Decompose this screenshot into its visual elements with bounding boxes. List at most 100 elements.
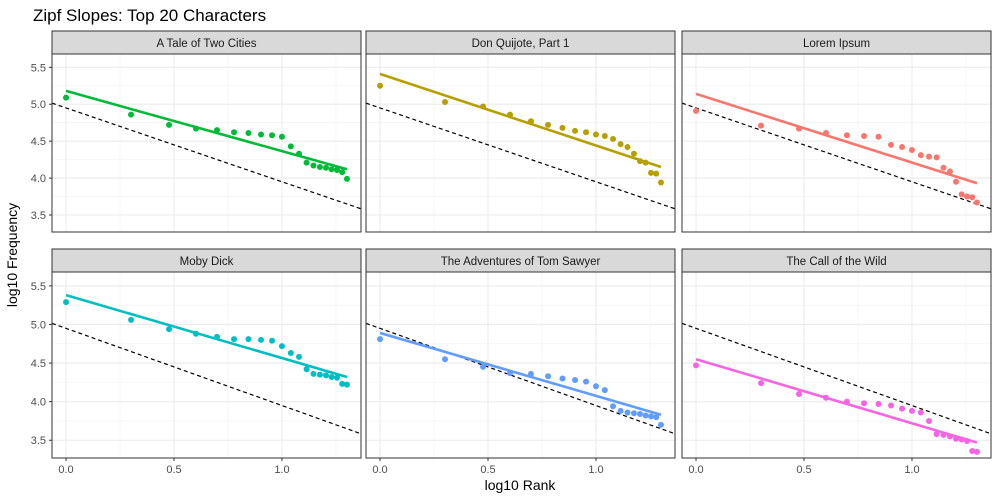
data-point (323, 164, 330, 171)
fit-line (379, 331, 662, 417)
data-point (610, 403, 617, 410)
data-point (278, 343, 285, 350)
panel-border (681, 53, 992, 233)
data-point (269, 337, 276, 344)
panel-contents (52, 54, 361, 232)
data-point (339, 169, 346, 176)
data-point (213, 127, 220, 134)
data-point (933, 154, 940, 161)
reference-dashed-line (366, 322, 675, 435)
data-point (323, 372, 330, 379)
data-point (545, 121, 552, 128)
data-point (527, 370, 534, 377)
data-point (946, 168, 953, 175)
data-point (940, 164, 947, 171)
data-point (480, 103, 487, 110)
data-point (303, 159, 310, 166)
x-tick-label: 0.0 (688, 464, 703, 476)
data-point (63, 94, 70, 101)
data-point (258, 336, 265, 343)
data-point (245, 130, 252, 137)
data-point (973, 448, 980, 455)
facet-panels: A Tale of Two Cities 3.5 4.0 4.5 5.0 5.5 Don Q… (31, 30, 992, 476)
reference-dashed-line (52, 102, 361, 210)
data-point (328, 373, 335, 380)
data-point (258, 131, 265, 138)
data-point (888, 141, 895, 148)
y-tick-label: 5.0 (31, 319, 46, 331)
data-point (601, 387, 608, 394)
data-point (624, 409, 631, 416)
y-tick-label: 3.5 (31, 210, 46, 222)
panel-contents (366, 272, 675, 458)
data-point (231, 129, 238, 136)
facet-panel: Don Quijote, Part 1 (365, 30, 676, 233)
data-point (796, 390, 803, 397)
data-point (166, 121, 173, 128)
panel-contents (366, 54, 675, 232)
data-point (908, 147, 915, 154)
data-point (823, 130, 830, 137)
data-point (969, 448, 976, 455)
fit-line (695, 357, 978, 444)
data-point (617, 141, 624, 148)
data-point (592, 383, 599, 390)
data-point (545, 373, 552, 380)
data-point (193, 330, 200, 337)
reference-dashed-line (682, 102, 991, 210)
panel-background (52, 272, 361, 458)
data-point (316, 371, 323, 378)
x-tick-label: 1.0 (588, 464, 603, 476)
data-point (875, 133, 882, 140)
data-point (657, 421, 664, 428)
data-point (796, 125, 803, 132)
data-point (758, 122, 765, 129)
data-point (442, 356, 449, 363)
data-point (875, 400, 882, 407)
data-point (958, 436, 965, 443)
data-point (166, 326, 173, 333)
data-point (653, 414, 660, 421)
data-point (637, 158, 644, 165)
facet-strip-label: The Adventures of Tom Sawyer (441, 256, 601, 268)
panel-border (365, 53, 676, 233)
data-point (343, 175, 350, 182)
data-point (507, 370, 514, 377)
data-point (245, 336, 252, 343)
data-point (572, 377, 579, 384)
data-point (823, 394, 830, 401)
facet-strip-label: Moby Dick (180, 256, 234, 268)
data-point (940, 431, 947, 438)
data-point (648, 169, 655, 176)
y-tick-label: 4.0 (31, 397, 46, 409)
data-point (888, 402, 895, 409)
data-point (843, 398, 850, 405)
data-point (527, 118, 534, 125)
data-point (128, 111, 135, 118)
data-point (917, 409, 924, 416)
data-point (973, 199, 980, 206)
data-point (63, 299, 70, 306)
panel-background (52, 54, 361, 232)
x-axis-label: log10 Rank (485, 477, 557, 493)
facet-strip-label: The Call of the Wild (786, 256, 886, 268)
data-point (296, 353, 303, 360)
data-point (442, 99, 449, 106)
y-axis-label: log10 Frequency (4, 203, 20, 307)
data-point (758, 380, 765, 387)
data-point (843, 132, 850, 139)
data-point (969, 194, 976, 201)
data-point (213, 333, 220, 340)
panel-border (681, 271, 992, 459)
chart-title: Zipf Slopes: Top 20 Characters (33, 6, 266, 25)
data-point (269, 132, 276, 139)
facet-strip-label: A Tale of Two Cities (157, 38, 257, 50)
panel-background (366, 54, 675, 232)
data-point (926, 417, 933, 424)
data-point (958, 191, 965, 198)
data-point (917, 152, 924, 159)
data-point (559, 375, 566, 382)
data-point (296, 150, 303, 157)
data-point (899, 144, 906, 151)
data-point (642, 159, 649, 166)
